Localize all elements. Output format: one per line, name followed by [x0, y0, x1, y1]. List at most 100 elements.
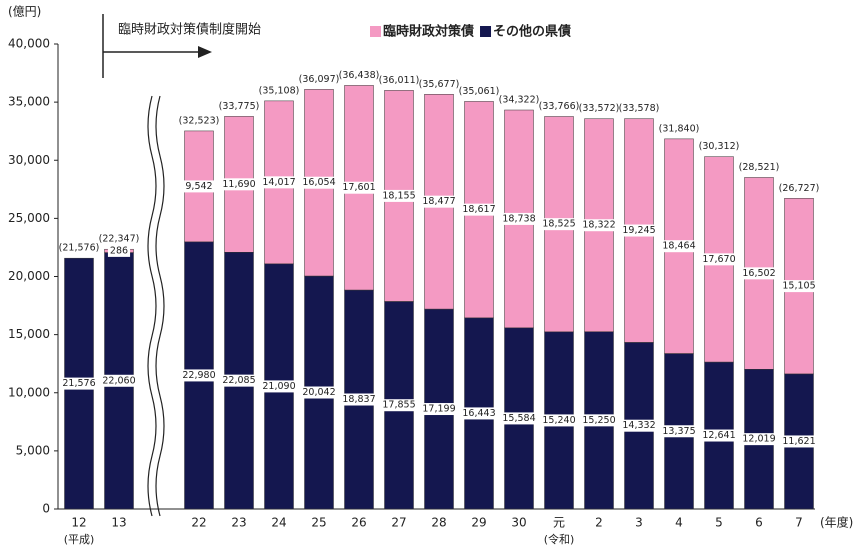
- value-label: 9,542: [185, 181, 212, 192]
- total-label: (33,775): [219, 101, 260, 112]
- label-box: [460, 203, 498, 216]
- label-box: [740, 267, 778, 280]
- legend-label: 臨時財政対策債: [383, 24, 474, 40]
- label-box: [540, 414, 578, 427]
- value-label: 20,042: [302, 387, 335, 398]
- value-label: 22,060: [102, 375, 135, 386]
- y-tick-label: 35,000: [8, 95, 50, 109]
- value-label: 17,601: [342, 182, 375, 193]
- value-label: 18,155: [382, 190, 415, 201]
- y-tick-label: 5,000: [16, 443, 50, 457]
- total-label: (32,523): [179, 115, 220, 126]
- value-label: 13,375: [662, 426, 695, 437]
- label-box: [260, 380, 298, 393]
- label-box: [540, 218, 578, 231]
- y-tick-label: 0: [42, 502, 50, 516]
- label-box: [660, 240, 698, 253]
- value-label: 15,584: [502, 413, 535, 424]
- label-box: [580, 414, 618, 427]
- label-box: [700, 429, 738, 442]
- y-tick-label: 40,000: [8, 37, 50, 51]
- label-box: [660, 425, 698, 438]
- x-tick-label: 28: [431, 516, 446, 530]
- label-box: [300, 386, 338, 399]
- value-label: 18,477: [422, 196, 455, 207]
- total-label: (33,578): [619, 103, 660, 114]
- label-box: [620, 224, 658, 237]
- value-label: 21,090: [262, 381, 295, 392]
- value-label: 22,085: [222, 375, 255, 386]
- x-tick-label: 29: [471, 516, 486, 530]
- x-tick-label: 3: [635, 516, 643, 530]
- total-label: (34,322): [499, 95, 540, 106]
- total-label: (35,108): [259, 85, 300, 96]
- x-tick-label: 27: [391, 516, 406, 530]
- label-box: [220, 178, 258, 191]
- y-tick-label: 10,000: [8, 385, 50, 399]
- value-label: 11,621: [782, 436, 815, 447]
- value-label: 18,617: [462, 204, 495, 215]
- total-label: (21,576): [59, 243, 100, 254]
- label-box: [260, 176, 298, 189]
- value-label: 18,464: [662, 241, 695, 252]
- value-label: 21,576: [62, 378, 95, 389]
- legend-swatch: [370, 26, 381, 37]
- value-label: 18,525: [542, 219, 575, 230]
- y-tick-label: 25,000: [8, 211, 50, 225]
- total-label: (36,011): [379, 75, 420, 86]
- value-label: 19,245: [622, 225, 655, 236]
- x-tick-label: 元: [553, 516, 565, 530]
- total-label: (31,840): [659, 123, 700, 134]
- axis-break: [147, 95, 165, 517]
- annotation: 臨時財政対策債制度開始: [118, 22, 261, 38]
- label-box: [580, 219, 618, 232]
- value-label: 15,240: [542, 415, 575, 426]
- total-label: (36,097): [299, 74, 340, 85]
- x-tick-label: 22: [191, 516, 206, 530]
- label-box: [300, 176, 338, 189]
- value-label: 17,670: [702, 254, 735, 265]
- label-box: [780, 435, 818, 448]
- value-label: 16,054: [302, 177, 335, 188]
- label-box: [180, 369, 218, 382]
- label-box: [620, 419, 658, 432]
- y-tick-label: 15,000: [8, 327, 50, 341]
- label-box: [500, 412, 538, 425]
- label-box: [380, 189, 418, 202]
- label-box: [420, 403, 458, 416]
- x-tick-label: 7: [795, 516, 803, 530]
- x-tick-label: 25: [311, 516, 326, 530]
- value-label: 16,502: [742, 268, 775, 279]
- value-label: 18,322: [582, 220, 615, 231]
- label-box: [183, 180, 215, 193]
- total-label: (33,766): [539, 101, 580, 112]
- label-box: [60, 377, 98, 390]
- y-tick-label: 20,000: [8, 269, 50, 283]
- total-label: (30,312): [699, 141, 740, 152]
- label-box: [220, 374, 258, 387]
- value-label: 15,105: [782, 281, 815, 292]
- total-label: (35,677): [419, 79, 460, 90]
- total-label: (26,727): [779, 183, 820, 194]
- total-label: (35,061): [459, 86, 500, 97]
- x-axis-label: (年度): [820, 515, 853, 530]
- x-tick-label: 13: [111, 516, 126, 530]
- total-label: (33,572): [579, 103, 620, 114]
- value-label: 12,641: [702, 430, 735, 441]
- x-tick-label: 23: [231, 516, 246, 530]
- legend-label: その他の県債: [493, 24, 571, 40]
- x-tick-label: 30: [511, 516, 526, 530]
- value-label: 18,837: [342, 394, 375, 405]
- label-box: [780, 280, 818, 293]
- label-box: [740, 433, 778, 446]
- value-label: 16,443: [462, 408, 495, 419]
- value-label: 17,199: [422, 404, 455, 415]
- x-tick-label: 26: [351, 516, 366, 530]
- label-box: [460, 407, 498, 420]
- value-label: 11,690: [222, 179, 255, 190]
- x-sublabel: (平成): [64, 533, 95, 546]
- x-tick-label: 2: [595, 516, 603, 530]
- value-label: 17,855: [382, 400, 415, 411]
- total-label: (22,347): [99, 234, 140, 245]
